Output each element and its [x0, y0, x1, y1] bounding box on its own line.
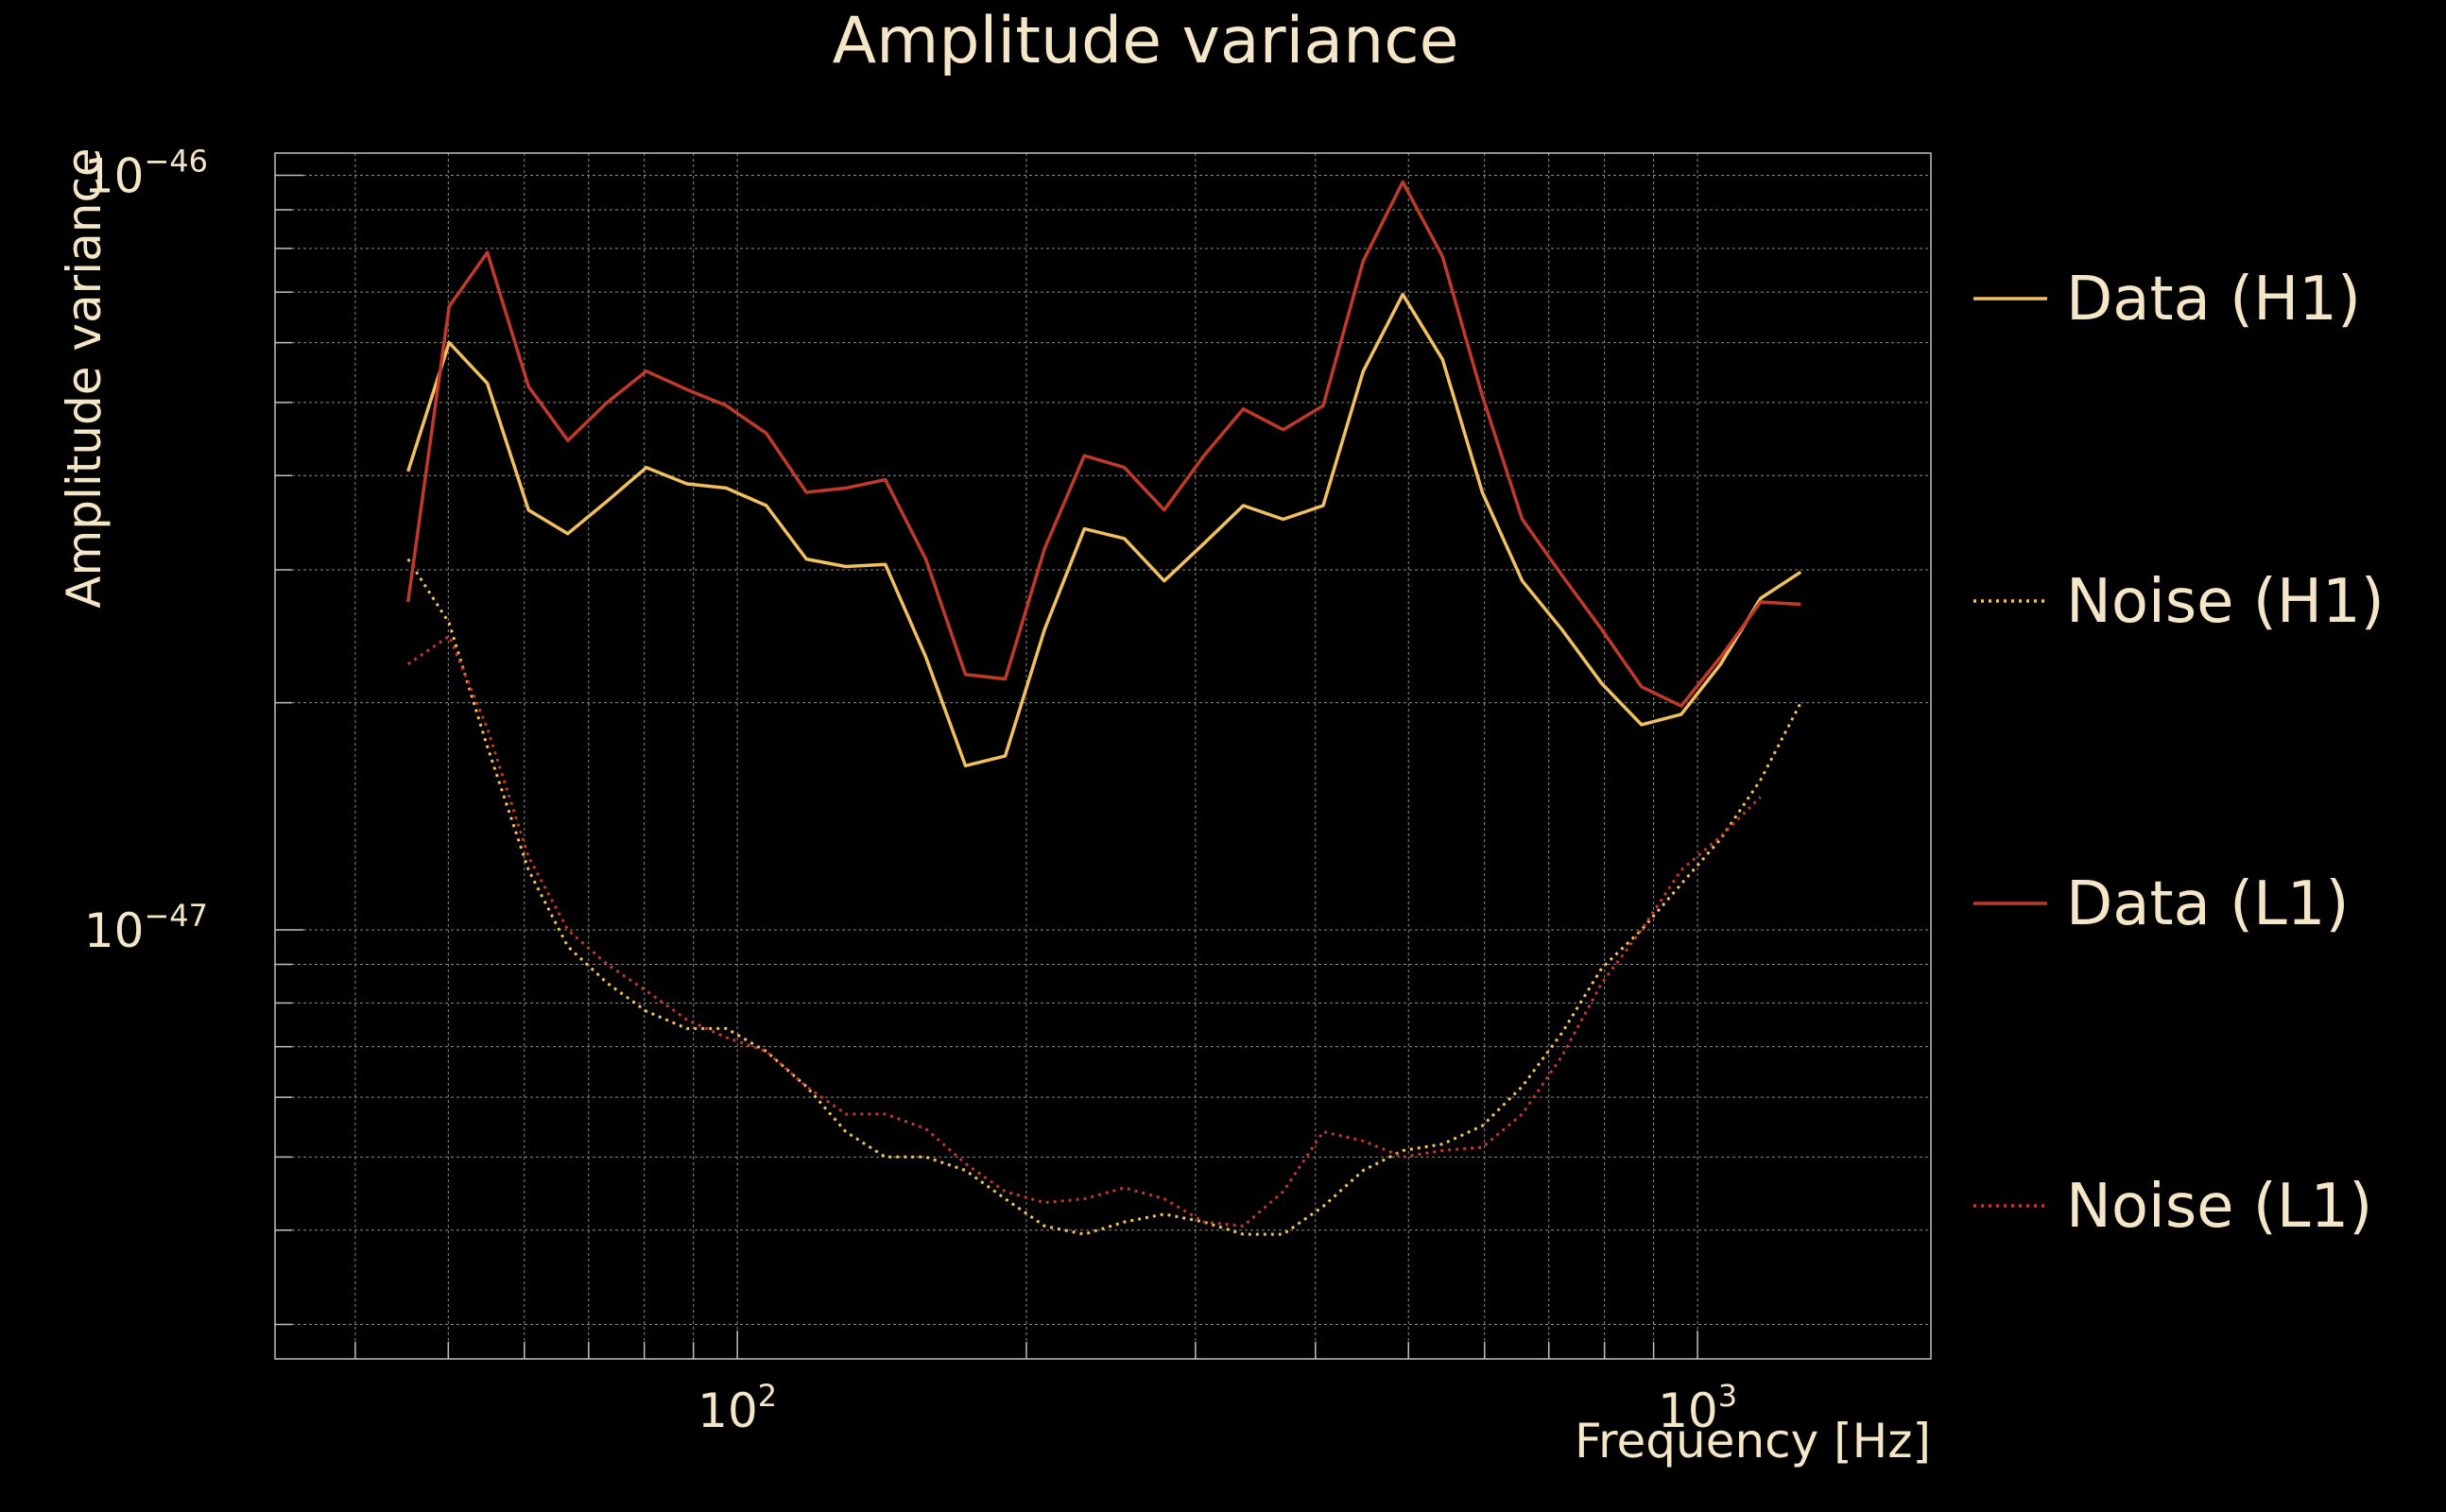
series-lines	[405, 180, 1802, 1236]
legend-label-data-l1: Data (L1)	[2066, 869, 2349, 939]
x-axis-label: Frequency [Hz]	[1575, 1414, 1931, 1469]
legend: Data (H1) Noise (H1) Data (L1) Noise (L1)	[1973, 265, 2385, 1242]
y-tick-label: 10−46	[84, 143, 208, 203]
series-data-h1	[406, 292, 1802, 768]
series-noise-h1	[406, 558, 1802, 1236]
y-axis-label: Amplitude variance	[57, 147, 112, 608]
grid	[275, 153, 1931, 1359]
legend-label-data-h1: Data (H1)	[2066, 265, 2361, 335]
series-data-l1	[405, 180, 1801, 708]
axis-ticks: 102 103 10−46 10−47	[84, 143, 1737, 1438]
legend-label-noise-l1: Noise (L1)	[2066, 1172, 2372, 1242]
plot-frame	[274, 152, 1932, 1360]
series-noise-l1	[406, 634, 1762, 1228]
x-tick-label: 103	[1658, 1378, 1737, 1438]
legend-label-noise-h1: Noise (H1)	[2066, 567, 2385, 637]
chart-title: Amplitude variance	[833, 4, 1459, 78]
x-tick-label: 102	[698, 1378, 777, 1438]
y-tick-label: 10−47	[84, 898, 208, 958]
